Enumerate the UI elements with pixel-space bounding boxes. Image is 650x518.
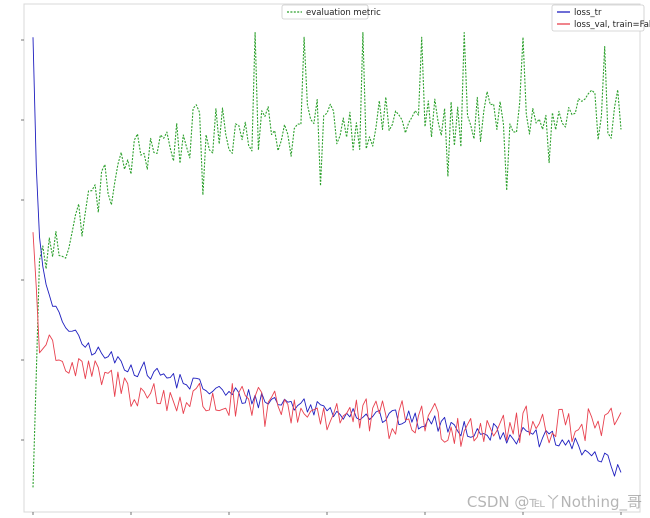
x-axis-ticks bbox=[32, 512, 622, 515]
series-line-loss-tr bbox=[32, 37, 622, 477]
y-axis-ticks bbox=[21, 39, 24, 441]
series-line-loss-val-train-false bbox=[32, 232, 622, 447]
series-line-evaluation-metric bbox=[32, 32, 622, 488]
axes-frame bbox=[23, 3, 641, 513]
legend-evaluation-metric: evaluation metric bbox=[281, 4, 381, 20]
legend-losses: loss_tr loss_val, train=False bbox=[551, 4, 650, 32]
watermark: CSDN @℡丫Nothing_哥 bbox=[466, 493, 642, 511]
legend-label-evaluation-metric: evaluation metric bbox=[306, 8, 381, 18]
legend-label-loss-tr: loss_tr bbox=[574, 8, 602, 18]
legend-label-loss-val: loss_val, train=False bbox=[574, 20, 650, 30]
series-layer bbox=[32, 32, 622, 488]
